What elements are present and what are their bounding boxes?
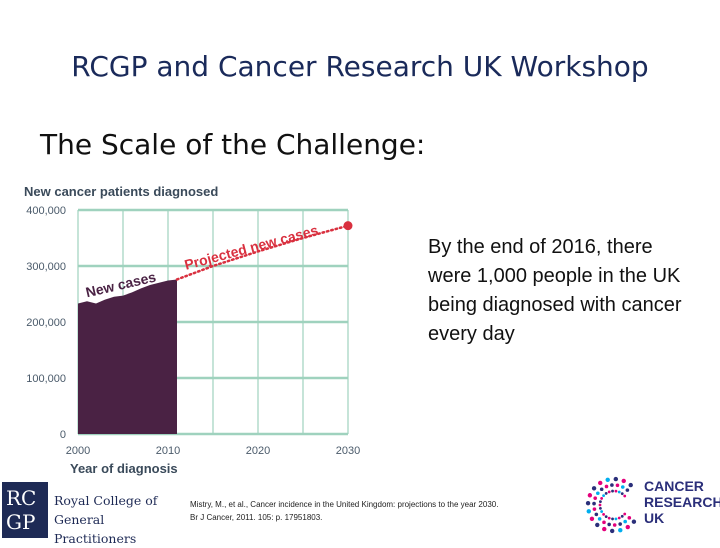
cruk-dot [614, 517, 618, 521]
series-new-cases-area [78, 279, 177, 434]
chart-x-axis-label: Year of diagnosis [70, 461, 178, 476]
cruk-dot [627, 516, 632, 520]
cruk-dot [602, 512, 605, 516]
cruk-dot [604, 491, 608, 495]
slide-title: RCGP and Cancer Research UK Workshop [71, 50, 649, 83]
cruk-dot [610, 483, 614, 487]
chart-axis-ticks: 0 100,000 200,000 300,000 400,000 2000 2010 202… [26, 205, 360, 457]
cruk-dot [586, 509, 591, 514]
x-tick-label-0: 2000 [66, 445, 90, 457]
cruk-dot [607, 522, 611, 527]
cruk-dot [623, 519, 627, 524]
rcgp-name: Royal College of General Practitioners [54, 491, 174, 548]
rcgp-monogram: RC GP [2, 482, 48, 538]
cruk-dot [599, 506, 602, 510]
citation-line-2: Br J Cancer, 2011. 105: p. 17951803. [190, 513, 323, 522]
cruk-word-2: RESEARCH [644, 494, 720, 510]
cruk-dot [623, 512, 627, 516]
cruk-dot [607, 516, 611, 520]
y-tick-label-4: 400,000 [26, 205, 66, 217]
rcgp-monogram-gp: GP [6, 510, 36, 534]
cruk-dot [613, 476, 619, 482]
cruk-dot [623, 494, 627, 498]
cruk-dot [589, 516, 595, 521]
cruk-dot [628, 482, 633, 488]
cruk-dot [587, 493, 593, 498]
cruk-dot [614, 489, 618, 493]
chart-title: New cancer patients diagnosed [24, 184, 218, 199]
cruk-dot [607, 490, 611, 494]
cruk-dot [611, 517, 614, 521]
y-tick-label-0: 0 [60, 429, 66, 441]
cruk-dot [599, 487, 604, 492]
cruk-dot [596, 491, 600, 496]
cruk-dot [605, 477, 610, 482]
cruk-dot [599, 500, 602, 504]
series-projected-line [175, 224, 350, 281]
cancer-incidence-chart: New cancer patients diagnosed 0 100,000 20… [24, 184, 360, 476]
rcgp-logo: RC GP Royal College of General Practitio… [2, 482, 174, 546]
x-tick-label-1: 2010 [156, 445, 180, 457]
cruk-dot [620, 485, 625, 489]
cruk-dot [620, 492, 624, 496]
citation: Mistry, M., et al., Cancer incidence in … [190, 498, 570, 524]
cruk-dot [592, 501, 596, 506]
cruk-c-mark-icon [585, 476, 637, 534]
cruk-dot [600, 510, 604, 513]
cruk-dot [595, 522, 600, 528]
x-tick-label-2: 2020 [246, 445, 270, 457]
cruk-dot [602, 520, 606, 525]
cruk-word-3: UK [644, 510, 665, 526]
cruk-dot [617, 490, 621, 494]
cruk-word-1: CANCER [644, 478, 704, 494]
y-tick-label-2: 200,000 [26, 317, 66, 329]
cruk-dot [612, 523, 617, 527]
cruk-dot [611, 489, 614, 493]
cruk-dot [592, 507, 597, 511]
rcgp-monogram-rc: RC [6, 486, 37, 510]
cruk-dot [609, 528, 615, 534]
cruk-dot [604, 515, 608, 519]
cruk-dot [594, 512, 599, 517]
rcgp-name-line-2: General Practitioners [54, 512, 137, 546]
cruk-dot [602, 526, 607, 532]
citation-line-1: Mistry, M., et al., Cancer incidence in … [190, 500, 499, 509]
cruk-dot [597, 517, 602, 521]
rcgp-name-line-1: Royal College of [54, 493, 158, 508]
cruk-dot [600, 497, 604, 500]
cruk-dot [617, 516, 621, 520]
cruk-dot [625, 524, 630, 530]
cruk-dot [598, 480, 603, 486]
cruk-dot [615, 483, 620, 488]
scale-statement: By the end of 2016, there were 1,000 peo… [428, 236, 682, 345]
cancer-research-uk-logo: CANCER RESEARCH UK [584, 470, 720, 540]
cruk-dot [618, 522, 622, 526]
cruk-dot [602, 494, 605, 498]
cruk-dot [604, 484, 609, 489]
cruk-dot [598, 503, 602, 507]
cruk-dot [625, 488, 630, 492]
cruk-dot [591, 486, 597, 491]
cruk-wordmark: CANCER RESEARCH UK [644, 478, 720, 526]
chart-series-layer [78, 221, 353, 434]
cruk-dot [618, 528, 623, 533]
x-tick-label-3: 2030 [336, 445, 360, 457]
cruk-dot [631, 519, 637, 524]
y-tick-label-1: 100,000 [26, 373, 66, 385]
y-tick-label-3: 300,000 [26, 261, 66, 273]
cruk-dot [585, 500, 591, 506]
cruk-dot [620, 514, 624, 518]
projected-endpoint-marker [343, 221, 353, 231]
slide-subtitle: The Scale of the Challenge: [40, 128, 426, 161]
cruk-dot [621, 478, 626, 484]
cruk-dot [593, 496, 598, 500]
